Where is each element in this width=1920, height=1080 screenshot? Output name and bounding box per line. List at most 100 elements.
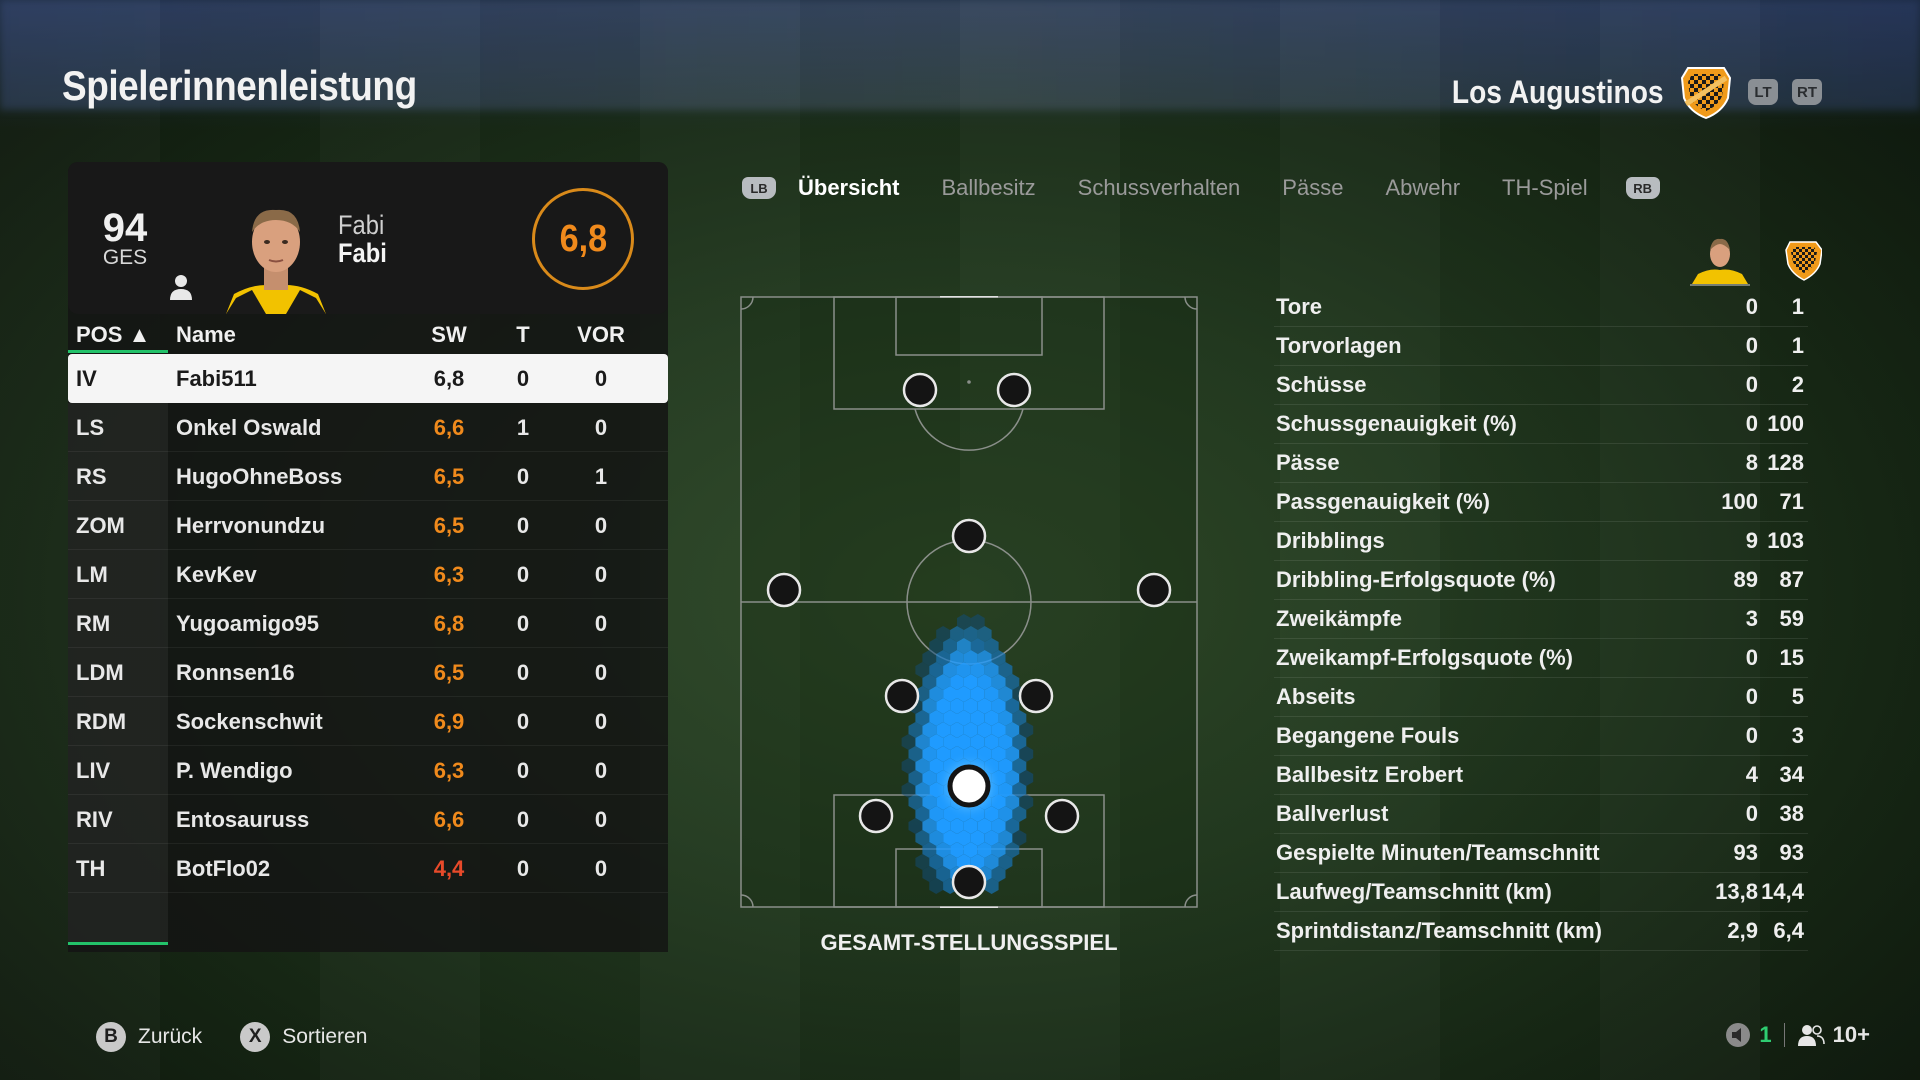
heatmap-cell [929,830,944,846]
position-cell [68,550,168,599]
heatmap-cell [957,830,971,846]
teammate-position-marker [1018,678,1054,714]
table-row[interactable]: RIV Entosauruss 6,6 0 0 [68,795,668,844]
heatmap-cell [936,674,951,690]
row-rating: 6,5 [433,660,465,685]
stat-label: Torvorlagen [1276,333,1402,358]
tab-2[interactable]: Schussverhalten [1077,175,1241,200]
heatmap-cell [963,698,978,714]
stat-player-value: 3 [1745,606,1758,631]
row-rating: 6,6 [433,807,465,832]
heatmap-cell [1005,674,1020,690]
heatmap-cell [908,770,923,786]
row-player-name: Onkel Oswald [176,415,322,440]
row-player-name: HugoOhneBoss [176,464,343,489]
table-row[interactable]: RS HugoOhneBoss 6,5 0 1 [68,452,668,501]
table-row[interactable]: LDM Ronnsen16 6,5 0 0 [68,648,668,697]
heatmap-cell [922,818,937,834]
heatmap-cell [998,854,1013,870]
rb-bumper-icon[interactable]: RB [1625,177,1660,199]
position-cell [68,844,168,893]
tab-4[interactable]: Abwehr [1385,175,1461,200]
stat-team-value: 100 [1767,411,1804,436]
heatmap-cell [1005,746,1020,762]
stat-row: Laufweg/Teamschnitt (km) 13,8 14,4 [1274,873,1808,912]
x-button-icon[interactable]: X [240,1022,271,1052]
row-player-name: Fabi511 [176,366,257,391]
lb-bumper-icon[interactable]: LB [742,177,776,199]
row-rating: 4,4 [433,856,465,881]
heatmap-cell [915,734,930,750]
stat-tabs: LB Übersicht Ballbesitz Schussverhalten Päs… [742,170,1660,206]
heatmap-cell [936,866,951,882]
tab-1[interactable]: Ballbesitz [941,175,1036,200]
position-cell [68,648,168,697]
row-goals: 0 [516,709,530,734]
column-header-sw[interactable]: SW [431,322,467,347]
table-row[interactable]: RM Yugoamigo95 6,8 0 0 [68,599,668,648]
stat-player-value: 0 [1745,684,1758,709]
footer-controls: B Zurück X Sortieren [96,1022,367,1052]
table-row[interactable]: RDM Sockenschwit 6,9 0 0 [68,697,668,746]
table-row[interactable]: IV Fabi511 6,8 0 0 [68,354,668,403]
row-goals: 0 [516,660,530,685]
corner-arc [740,894,754,908]
teammate-position-marker [996,372,1032,408]
heatmap-cell [957,734,971,750]
heatmap-cell [963,674,978,690]
rt-trigger-icon[interactable]: RT [1792,79,1822,105]
heatmap-cell [957,614,971,630]
stat-row: Passgenauigkeit (%) 100 71 [1274,483,1808,522]
sort-label[interactable]: Sortieren [282,1025,368,1048]
divider [1783,1023,1785,1047]
heatmap-cell [970,638,985,654]
heatmap-cell [977,842,992,858]
stat-team-value: 1 [1791,333,1804,358]
heatmap-cell [943,638,957,654]
stat-label: Pässe [1276,450,1340,475]
stat-label: Tore [1276,294,1323,319]
column-header-vor[interactable]: VOR [577,322,625,347]
row-position: LS [76,415,105,440]
corner-arc [740,296,754,310]
heatmap-cell [950,722,964,738]
table-row[interactable]: LIV P. Wendigo 6,3 0 0 [68,746,668,795]
row-assists: 0 [594,513,608,538]
table-row[interactable]: LM KevKev 6,3 0 0 [68,550,668,599]
lt-trigger-icon[interactable]: LT [1748,79,1778,105]
tab-5[interactable]: TH-Spiel [1502,175,1588,200]
person-icon [170,275,192,300]
corner-arc [1184,894,1198,908]
column-header-pos[interactable]: POS ▲ [76,322,151,347]
player-overall: 94 [102,206,148,250]
teammate-position-marker [858,798,894,834]
tab-0[interactable]: Übersicht [798,175,900,200]
heatmap-cell [1019,746,1034,762]
back-label[interactable]: Zurück [138,1025,203,1048]
stat-label: Dribblings [1276,528,1385,553]
table-row[interactable]: ZOM Herrvonundzu 6,5 0 0 [68,501,668,550]
row-assists: 0 [594,611,608,636]
heatmap-cell [1005,818,1020,834]
column-header-name[interactable]: Name [176,322,236,347]
stat-team-value: 5 [1791,684,1804,709]
table-row[interactable]: LS Onkel Oswald 6,6 1 0 [68,403,668,452]
heatmap-cell [936,650,951,666]
table-row[interactable]: TH BotFlo02 4,4 0 0 [68,844,668,893]
player-first-name: Fabi [338,210,385,240]
stat-player-value: 4 [1745,762,1758,787]
teammate-position-marker [1044,798,1080,834]
heatmap-cell [984,878,999,894]
row-goals: 0 [516,856,530,881]
heatmap-cell [950,842,964,858]
tab-3[interactable]: Pässe [1282,175,1344,200]
row-assists: 0 [594,856,608,881]
row-position: TH [76,856,106,881]
row-goals: 0 [516,611,530,636]
pitch-diagram [740,294,1198,910]
heatmap-cell [901,758,916,774]
player-match-rating: 6,8 [532,188,634,290]
heatmap-cell [908,818,923,834]
b-button-icon[interactable]: B [96,1022,126,1052]
column-header-t[interactable]: T [516,322,530,347]
